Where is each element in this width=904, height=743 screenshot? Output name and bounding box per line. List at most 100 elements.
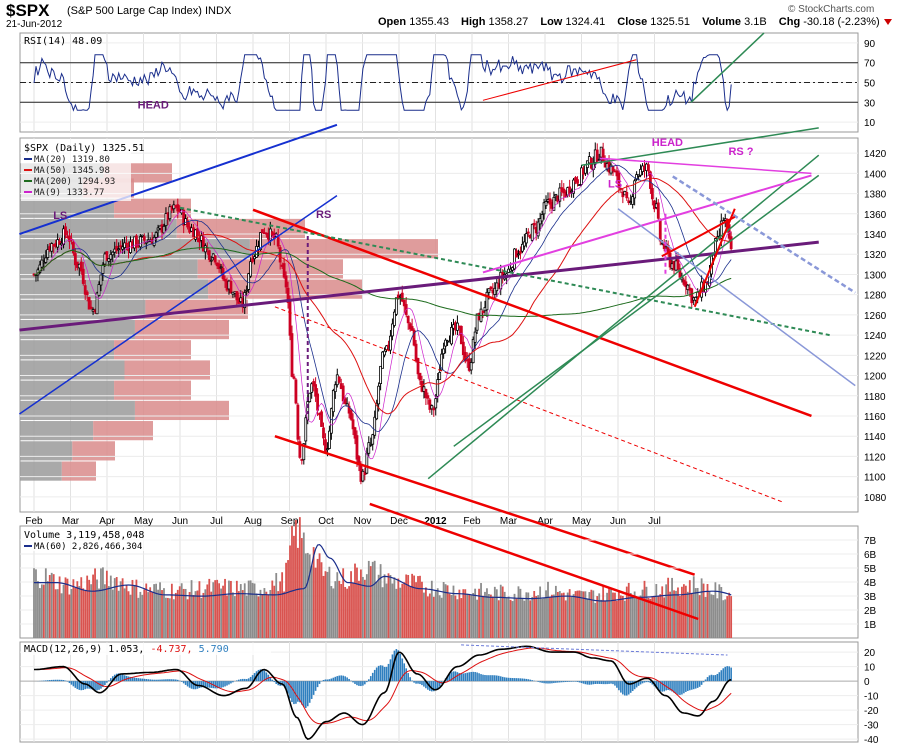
trendline-green-dashed: [179, 206, 830, 337]
macd-histogram-bar: [472, 671, 474, 682]
macd-histogram-bar: [584, 681, 587, 685]
candle-body: [542, 202, 546, 215]
volume-bar: [432, 596, 435, 638]
candle-body: [278, 247, 282, 263]
volume-bar: [397, 578, 400, 638]
volume-bar: [700, 578, 703, 638]
volume-bar: [291, 525, 293, 638]
volume-bar: [446, 585, 449, 638]
macd-histogram-bar: [210, 681, 213, 688]
macd-histogram-bar: [106, 681, 108, 683]
volume-bar: [562, 592, 565, 638]
candle-body: [298, 441, 302, 458]
candle-body: [331, 390, 335, 413]
candle-body: [71, 241, 75, 254]
macd-tick-label: 10: [864, 663, 876, 674]
volume-bar: [708, 591, 711, 638]
volume-bar: [489, 594, 492, 638]
macd-histogram-bar: [724, 666, 727, 682]
candle-body: [79, 261, 83, 272]
macd-histogram-bar: [202, 681, 205, 688]
legend-entry: MA(20) 1319.80: [34, 155, 110, 165]
volume-bar: [243, 583, 246, 638]
volume-bar: [401, 583, 404, 638]
price-tick-label: 1360: [864, 210, 887, 221]
macd-histogram-bar: [523, 678, 526, 682]
macd-histogram-bar: [417, 681, 419, 684]
candle-body: [526, 231, 530, 234]
macd-histogram-bar: [541, 681, 543, 683]
channel-green-lower: [427, 154, 820, 480]
volume-bar: [348, 586, 350, 638]
x-tick-label: Feb: [463, 516, 481, 527]
volume-bar: [80, 577, 83, 638]
macd-histogram-bar: [547, 681, 549, 684]
candle-body: [576, 179, 579, 184]
volume-bar: [379, 564, 382, 638]
candle-body: [365, 452, 369, 474]
volume-bar: [604, 600, 607, 638]
volume-bar: [196, 590, 199, 638]
macd-histogram-bar: [659, 681, 662, 692]
volume-bar: [564, 600, 567, 638]
macd-histogram-bar: [182, 681, 185, 684]
volume-bar: [655, 584, 658, 638]
price-tick-label: 1080: [864, 493, 887, 504]
macd-histogram-bar: [72, 681, 75, 687]
candle-body: [286, 287, 290, 303]
macd-hist-value: 5.790: [199, 644, 229, 655]
volume-bar: [346, 588, 349, 638]
price-tick-label: 1200: [864, 372, 887, 383]
macd-histogram-bar: [143, 678, 146, 682]
macd-histogram-bar: [285, 681, 287, 690]
macd-histogram-bar: [553, 681, 555, 684]
macd-histogram-bar: [131, 677, 134, 682]
volume-bar: [507, 596, 510, 638]
candle-body: [597, 158, 601, 161]
macd-histogram-bar: [665, 681, 667, 691]
macd-histogram-bar: [411, 680, 413, 682]
volume-bar: [369, 566, 372, 638]
candle-body: [530, 223, 534, 241]
volume-bar: [572, 594, 575, 638]
channel-red-lower: [274, 435, 696, 576]
macd-histogram-bar: [68, 681, 71, 684]
macd-histogram-bar: [43, 680, 45, 682]
volume-bar: [354, 563, 356, 638]
macd-histogram-bar: [560, 681, 563, 683]
volume-bar: [33, 568, 35, 638]
volume-bar: [596, 596, 599, 638]
macd-histogram-bar: [694, 681, 697, 689]
macd-histogram-bar: [348, 678, 350, 682]
volume-bar: [279, 581, 282, 638]
volume-bar: [556, 591, 559, 638]
chg-value: -30.18 (-2.23%): [803, 16, 880, 28]
volume-bar: [133, 584, 136, 638]
candle-body: [719, 220, 723, 239]
macd-histogram-bar: [70, 681, 73, 685]
rsi-tick-label: 30: [864, 98, 876, 109]
macd-histogram-bar: [687, 681, 689, 691]
volume-bar: [684, 585, 687, 638]
candle-body: [625, 192, 629, 199]
macd-histogram-bar: [474, 671, 476, 682]
volume-bar: [438, 595, 441, 638]
macd-histogram-bar: [362, 681, 364, 686]
volume-bar: [72, 579, 75, 638]
macd-histogram-bar: [480, 674, 482, 682]
volume-bar: [543, 597, 545, 638]
candle-body: [520, 243, 524, 252]
volume-bar: [426, 596, 429, 638]
macd-histogram-bar: [328, 679, 331, 682]
volume-by-price-down: [114, 340, 191, 360]
macd-histogram-bar: [369, 676, 372, 682]
candle-body: [117, 248, 121, 251]
volume-bar: [42, 584, 45, 638]
macd-histogram-bar: [249, 676, 252, 682]
candle-body: [522, 241, 526, 247]
volume-bar: [161, 590, 163, 638]
x-tick-label: Mar: [500, 516, 518, 527]
volume-bar: [641, 589, 644, 638]
volume-bar: [421, 581, 423, 638]
macd-histogram-bar: [606, 681, 608, 685]
